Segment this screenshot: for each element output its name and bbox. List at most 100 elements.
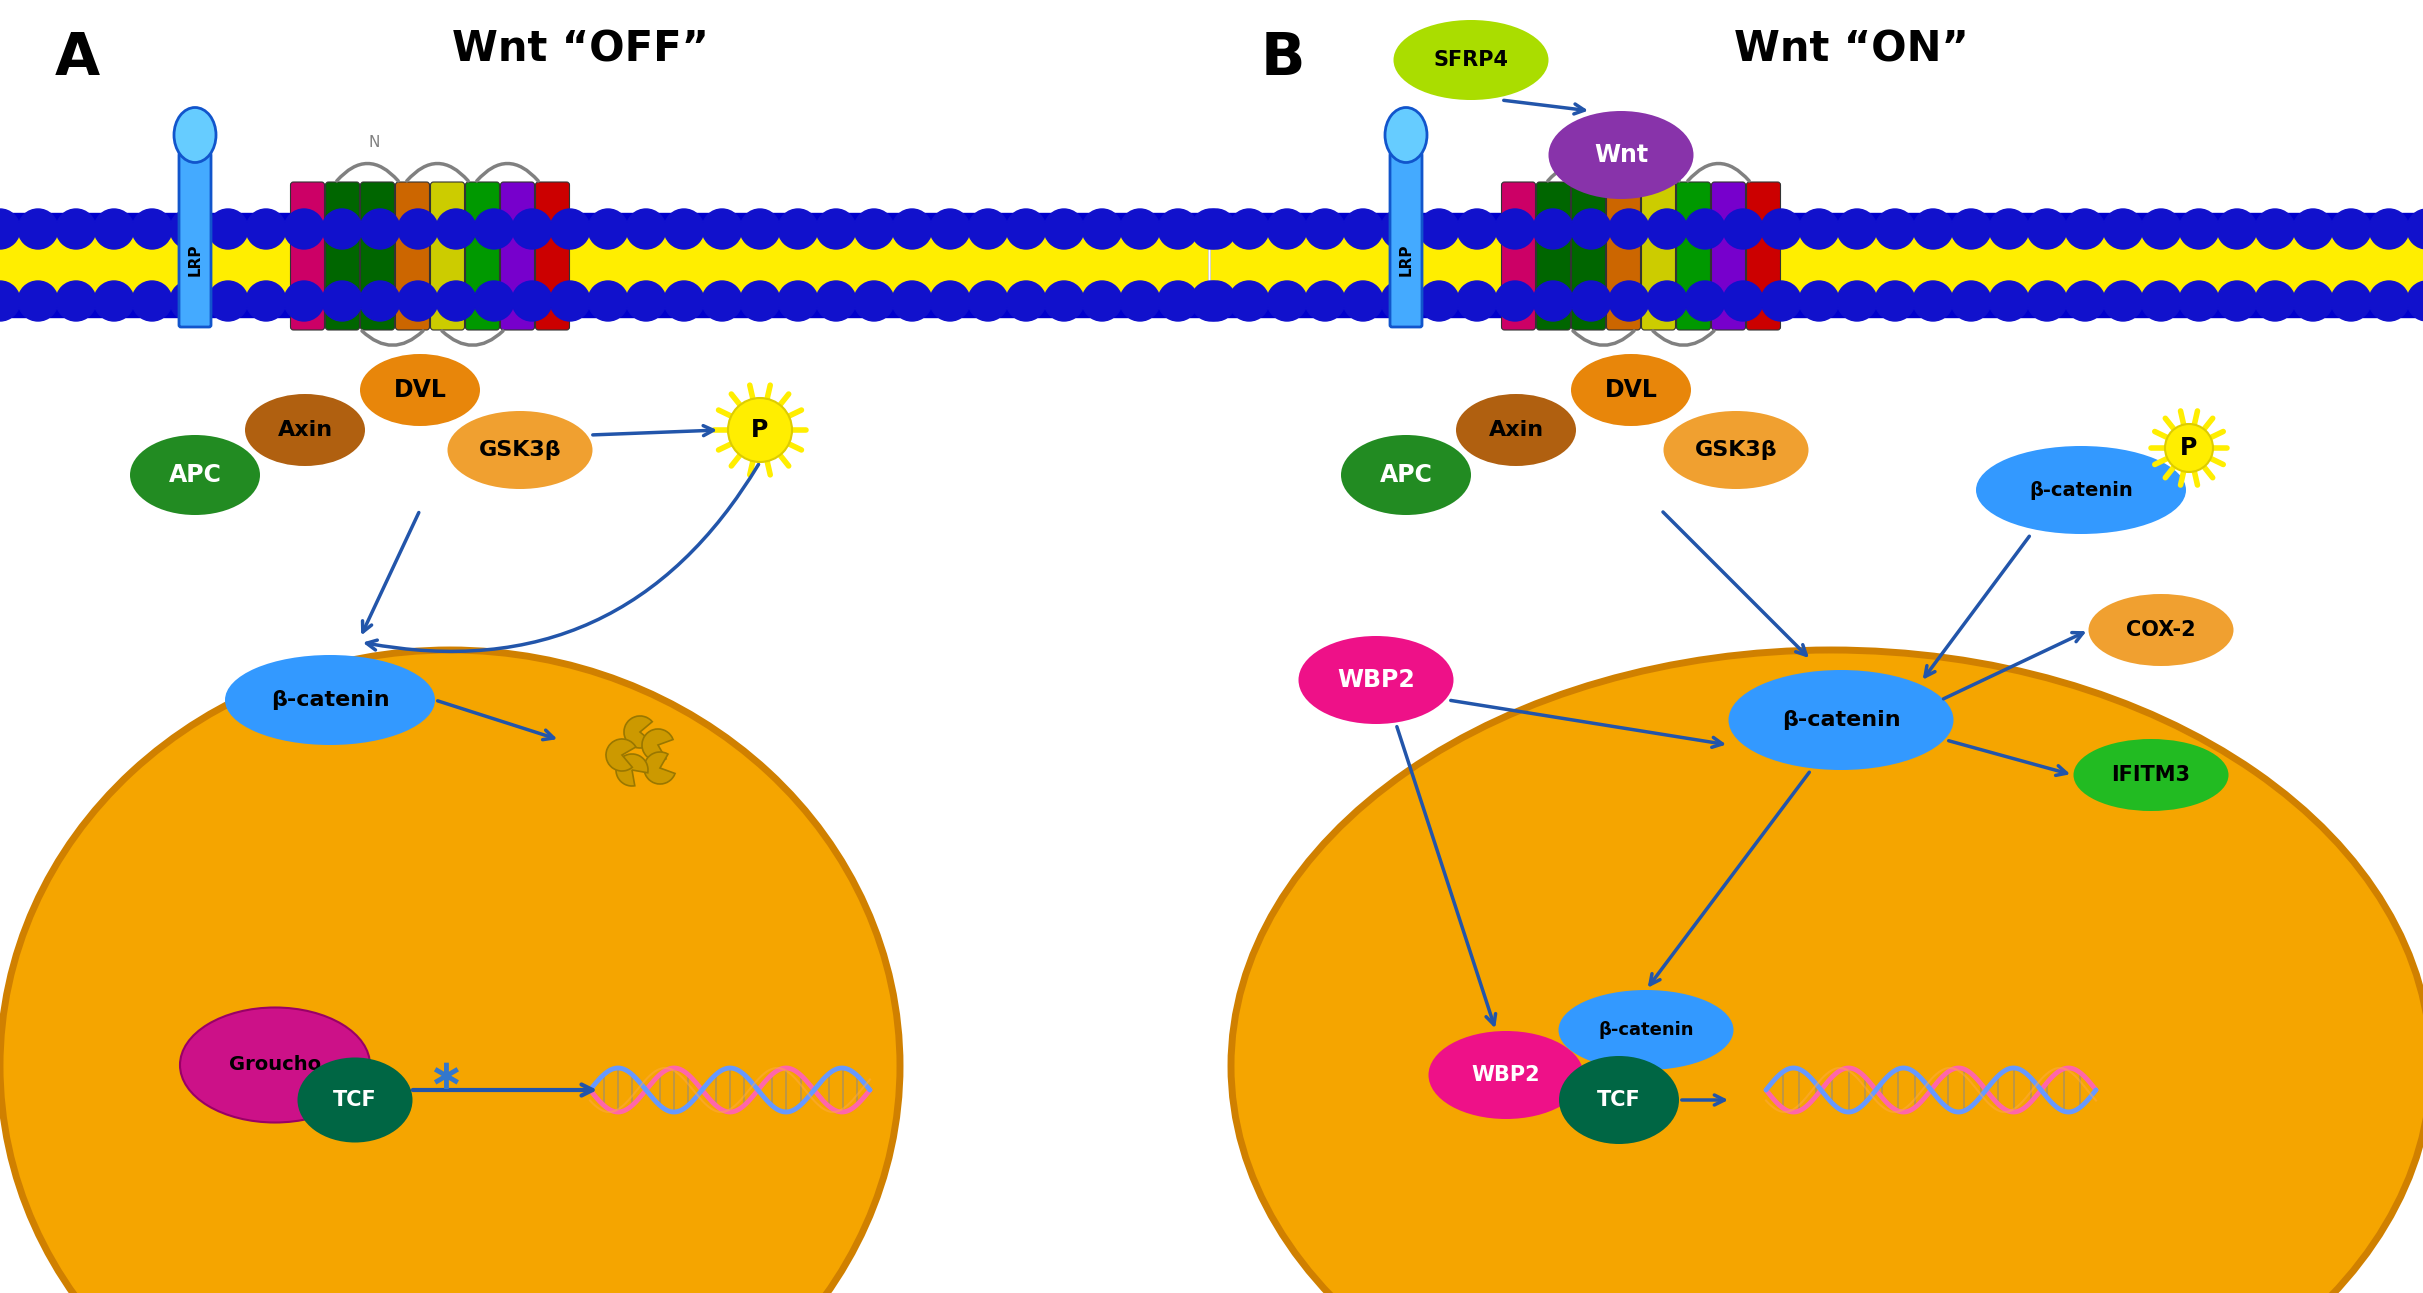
Circle shape xyxy=(1381,209,1420,250)
Ellipse shape xyxy=(2411,264,2423,274)
Ellipse shape xyxy=(1301,264,1316,274)
Ellipse shape xyxy=(720,256,737,266)
Circle shape xyxy=(2370,209,2408,250)
Ellipse shape xyxy=(841,264,855,274)
Ellipse shape xyxy=(150,264,165,274)
Ellipse shape xyxy=(480,246,497,256)
Ellipse shape xyxy=(1541,246,1556,256)
Ellipse shape xyxy=(300,256,315,266)
Ellipse shape xyxy=(2411,274,2423,284)
FancyBboxPatch shape xyxy=(1606,182,1640,330)
Ellipse shape xyxy=(2021,274,2038,284)
Ellipse shape xyxy=(1541,256,1556,266)
Ellipse shape xyxy=(1512,264,1526,274)
Ellipse shape xyxy=(1512,274,1526,284)
Ellipse shape xyxy=(1841,256,1856,266)
Ellipse shape xyxy=(1812,246,1827,256)
Circle shape xyxy=(1158,281,1197,321)
Ellipse shape xyxy=(780,264,795,274)
FancyBboxPatch shape xyxy=(1747,182,1781,330)
Ellipse shape xyxy=(1541,264,1556,274)
Circle shape xyxy=(727,398,792,462)
Circle shape xyxy=(94,281,133,321)
Ellipse shape xyxy=(1960,274,1977,284)
Circle shape xyxy=(1158,209,1197,250)
Circle shape xyxy=(892,209,933,250)
Ellipse shape xyxy=(211,256,225,266)
Ellipse shape xyxy=(1330,264,1347,274)
Ellipse shape xyxy=(1841,246,1856,256)
Ellipse shape xyxy=(240,256,257,266)
Ellipse shape xyxy=(1272,274,1287,284)
Ellipse shape xyxy=(1752,264,1766,274)
Text: ∗: ∗ xyxy=(426,1056,463,1098)
Ellipse shape xyxy=(1241,264,1258,274)
Circle shape xyxy=(322,209,361,250)
Circle shape xyxy=(1534,281,1573,321)
Ellipse shape xyxy=(2142,256,2156,266)
Ellipse shape xyxy=(511,274,526,284)
Circle shape xyxy=(664,281,705,321)
Circle shape xyxy=(131,281,172,321)
Ellipse shape xyxy=(1430,1031,1585,1118)
FancyBboxPatch shape xyxy=(1711,182,1745,330)
Ellipse shape xyxy=(2261,256,2278,266)
Ellipse shape xyxy=(2382,256,2396,266)
Text: P: P xyxy=(751,418,768,442)
Ellipse shape xyxy=(1602,246,1616,256)
Circle shape xyxy=(1875,281,1914,321)
Ellipse shape xyxy=(1340,434,1471,515)
Text: WBP2: WBP2 xyxy=(1337,668,1415,692)
Ellipse shape xyxy=(0,650,899,1293)
Ellipse shape xyxy=(448,411,594,489)
Circle shape xyxy=(2064,281,2106,321)
Ellipse shape xyxy=(61,246,75,256)
Circle shape xyxy=(2256,209,2295,250)
Ellipse shape xyxy=(330,246,346,256)
FancyBboxPatch shape xyxy=(1573,182,1606,330)
Ellipse shape xyxy=(1110,274,1127,284)
Ellipse shape xyxy=(751,264,766,274)
Ellipse shape xyxy=(179,264,196,274)
Circle shape xyxy=(1267,281,1306,321)
Ellipse shape xyxy=(2021,246,2038,256)
Ellipse shape xyxy=(1362,246,1376,256)
Ellipse shape xyxy=(2171,256,2186,266)
Circle shape xyxy=(1837,209,1878,250)
Ellipse shape xyxy=(2110,256,2127,266)
Ellipse shape xyxy=(1570,256,1587,266)
Circle shape xyxy=(1914,209,1953,250)
Circle shape xyxy=(170,281,211,321)
Text: Wnt “ON”: Wnt “ON” xyxy=(1732,28,1967,71)
Ellipse shape xyxy=(870,246,887,256)
Ellipse shape xyxy=(1662,246,1677,256)
Circle shape xyxy=(1798,281,1839,321)
Ellipse shape xyxy=(330,256,346,266)
Circle shape xyxy=(1192,209,1231,250)
Ellipse shape xyxy=(2292,274,2307,284)
Circle shape xyxy=(1306,209,1345,250)
Ellipse shape xyxy=(2074,740,2229,811)
Circle shape xyxy=(2217,281,2256,321)
Circle shape xyxy=(208,281,247,321)
Ellipse shape xyxy=(1992,264,2006,274)
Ellipse shape xyxy=(1451,274,1466,284)
Ellipse shape xyxy=(174,107,216,163)
Text: LRP: LRP xyxy=(1398,244,1413,277)
Circle shape xyxy=(511,209,552,250)
Ellipse shape xyxy=(1812,256,1827,266)
Circle shape xyxy=(550,281,589,321)
Ellipse shape xyxy=(2203,264,2217,274)
Bar xyxy=(0,213,1207,317)
Ellipse shape xyxy=(0,256,15,266)
Circle shape xyxy=(361,281,400,321)
Circle shape xyxy=(17,281,58,321)
Ellipse shape xyxy=(1170,264,1185,274)
Ellipse shape xyxy=(661,264,676,274)
Circle shape xyxy=(1342,281,1384,321)
Ellipse shape xyxy=(1720,274,1737,284)
Ellipse shape xyxy=(0,246,15,256)
Ellipse shape xyxy=(540,246,555,256)
Circle shape xyxy=(1306,281,1345,321)
FancyBboxPatch shape xyxy=(291,182,325,330)
